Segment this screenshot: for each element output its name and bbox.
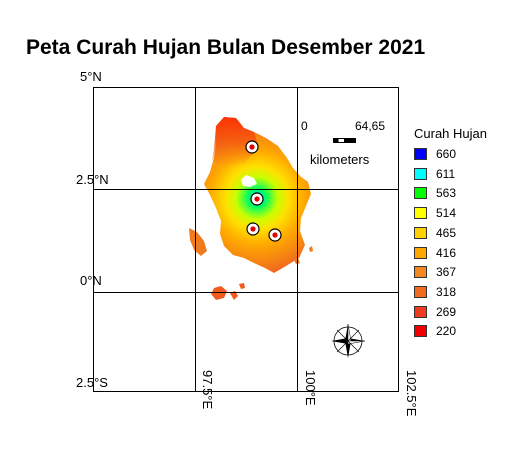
batu-islands-3 [239, 283, 245, 289]
graticule-100e [297, 88, 298, 391]
batu-islands-2 [230, 291, 238, 300]
scale-bar-start: 0 [301, 119, 308, 133]
legend-item: 367 [414, 265, 456, 279]
legend-item: 660 [414, 147, 456, 161]
legend-swatch [414, 207, 427, 220]
legend-swatch [414, 325, 427, 338]
legend-item: 514 [414, 206, 456, 220]
north-arrow-compass-rose-icon [331, 323, 366, 358]
legend-label: 220 [436, 324, 457, 339]
scale-bar-icon [333, 138, 356, 143]
lon-label-102-5e: 102.5°E [404, 370, 419, 417]
legend-item: 220 [414, 324, 456, 338]
legend-title: Curah Hujan [414, 126, 487, 141]
lat-label-0n: 0°N [80, 273, 102, 288]
legend-swatch [414, 246, 427, 259]
legend-item: 563 [414, 186, 456, 200]
legend-item: 269 [414, 305, 456, 319]
legend-label: 563 [436, 186, 457, 201]
rain-station-marker-icon [246, 222, 260, 236]
legend-label: 416 [436, 245, 457, 260]
scale-bar-unit: kilometers [310, 152, 370, 167]
legend-swatch [414, 187, 427, 200]
scale-bar-end: 64,65 [355, 119, 386, 133]
lat-label-5n: 5°N [80, 69, 102, 84]
legend-swatch [414, 285, 427, 298]
graticule-0n [94, 292, 398, 293]
graticule-97-5e [195, 88, 196, 391]
islet-2 [309, 246, 313, 252]
graticule-2-5n [94, 189, 398, 190]
legend-swatch [414, 305, 427, 318]
legend-label: 514 [436, 206, 457, 221]
rain-station-marker-icon [268, 228, 282, 242]
legend-swatch [414, 167, 427, 180]
nias-island [189, 228, 207, 256]
map-frame: 0 64,65 kilometers [93, 87, 399, 392]
legend-item: 465 [414, 226, 456, 240]
legend-swatch [414, 266, 427, 279]
lat-label-2-5n: 2.5°N [76, 172, 109, 187]
lat-label-2-5s: 2.5°S [76, 375, 108, 390]
batu-islands [211, 286, 227, 300]
legend-label: 465 [436, 225, 457, 240]
legend-swatch [414, 148, 427, 160]
rain-station-marker-icon [250, 192, 264, 206]
lake-toba [241, 175, 257, 187]
north-high-rain-band [212, 117, 259, 168]
legend-label: 660 [436, 147, 457, 161]
rain-station-marker-icon [245, 140, 259, 154]
legend-label: 318 [436, 284, 457, 299]
legend-label: 269 [436, 304, 457, 319]
legend-label: 367 [436, 265, 457, 280]
map-title: Peta Curah Hujan Bulan Desember 2021 [26, 36, 426, 59]
legend-item: 416 [414, 246, 456, 260]
legend-swatch [414, 226, 427, 239]
legend-item: 318 [414, 285, 456, 299]
legend-item: 611 [414, 167, 455, 181]
legend-label: 611 [436, 166, 456, 181]
rainfall-map [189, 117, 313, 300]
